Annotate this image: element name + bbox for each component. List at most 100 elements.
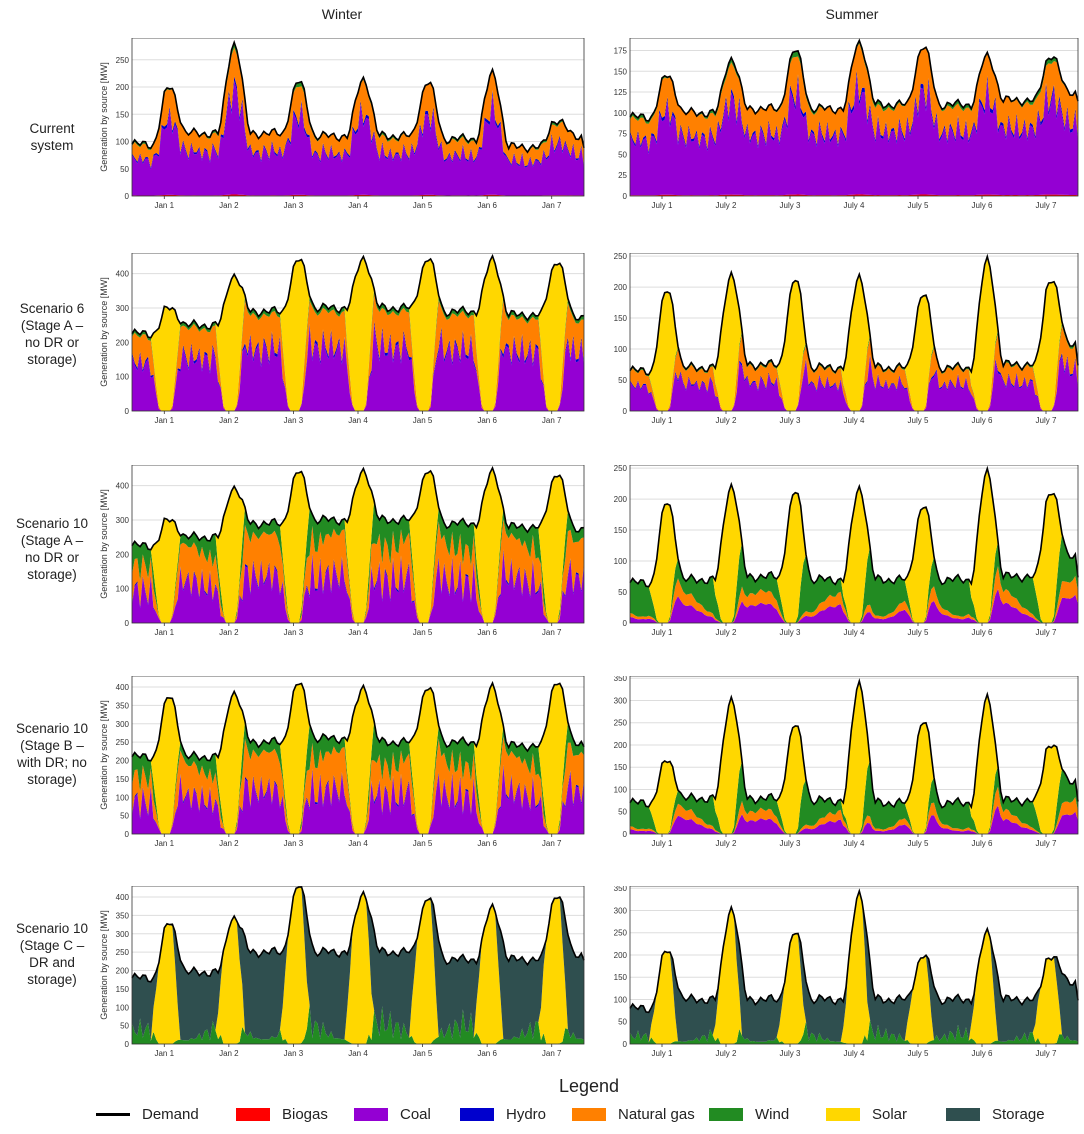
area-wind xyxy=(132,721,584,834)
legend-item-solar: Solar xyxy=(826,1102,907,1126)
x-tick-label: Jan 7 xyxy=(542,628,562,637)
y-tick-label: 100 xyxy=(614,995,628,1004)
legend-items: Demand Biogas Coal Hydro Natural gas Wind Sola… xyxy=(96,1102,1082,1126)
chart-svg: 0 50 100 150 200 250 July 1 July 2 July 3 July 4 J… xyxy=(614,465,1079,637)
y-tick-label: 300 xyxy=(614,696,628,705)
x-tick-label: July 2 xyxy=(716,839,737,848)
y-tick-label: 50 xyxy=(120,165,129,174)
legend-swatch xyxy=(460,1107,494,1121)
y-tick-label: 300 xyxy=(614,906,628,915)
x-tick-label: Jan 7 xyxy=(542,201,562,210)
y-tick-label: 50 xyxy=(120,1022,129,1031)
y-tick-label: 100 xyxy=(614,785,628,794)
legend-label: Wind xyxy=(755,1105,790,1123)
chart-summer-row-2: 0 50 100 150 200 250 July 1 July 2 July 3 July 4 J… xyxy=(592,253,1082,427)
area-coal xyxy=(630,588,1078,623)
legend-label: Storage xyxy=(992,1105,1045,1123)
area-solar xyxy=(630,468,1078,623)
row-label-line: storage) xyxy=(27,972,77,987)
x-tick-label: July 6 xyxy=(972,839,993,848)
area-solar xyxy=(630,891,1078,1044)
y-tick-label: 0 xyxy=(623,619,628,628)
y-tick-label: 150 xyxy=(116,110,130,119)
x-tick-label: July 2 xyxy=(716,1049,737,1058)
x-tick-label: July 4 xyxy=(844,839,865,848)
area-solar xyxy=(132,683,584,834)
row-label-line: (Stage A – xyxy=(20,533,84,548)
row-label-line: (Stage C – xyxy=(19,938,85,953)
legend-swatch xyxy=(354,1107,388,1121)
x-tick-label: Jan 3 xyxy=(284,628,304,637)
demand-line xyxy=(629,253,1079,376)
x-tick-label: July 2 xyxy=(716,201,737,210)
x-tick-label: July 1 xyxy=(652,201,673,210)
y-tick-label: 0 xyxy=(125,619,130,628)
legend-item-wind: Wind xyxy=(709,1102,789,1126)
x-tick-label: Jan 1 xyxy=(154,416,174,425)
x-tick-label: Jan 6 xyxy=(477,416,497,425)
chart-svg: 0 50 100 150 200 250 300 350 July 1 July 2 July 3 J… xyxy=(614,676,1079,848)
legend-swatch xyxy=(709,1107,743,1121)
y-tick-label: 0 xyxy=(125,830,130,839)
row-label-line: Scenario 6 xyxy=(19,301,85,316)
x-tick-label: Jan 7 xyxy=(542,1049,562,1058)
x-tick-label: Jan 1 xyxy=(154,628,174,637)
y-tick-label: 100 xyxy=(116,585,130,594)
demand-line xyxy=(131,253,585,339)
chart-winter-row-2: 0 100 200 300 400 Jan 1 Jan 2 Jan 3 Jan 4 Jan 5 Ja… xyxy=(98,253,588,427)
y-tick-label: 150 xyxy=(614,526,628,535)
y-tick-label: 125 xyxy=(614,88,628,97)
x-tick-label: Jan 5 xyxy=(413,839,433,848)
column-header-winter: Winter xyxy=(321,6,363,22)
x-tick-label: July 2 xyxy=(716,416,737,425)
y-axis-label: Generation by source [MW] xyxy=(99,700,109,810)
row-label-line: DR and xyxy=(29,955,75,970)
chart-svg: 0 50 100 150 200 250 July 1 July 2 July 3 July 4 J… xyxy=(614,253,1079,425)
y-tick-label: 250 xyxy=(614,465,628,473)
row-label-line: storage) xyxy=(27,352,77,367)
demand-line xyxy=(629,677,1079,810)
y-tick-label: 200 xyxy=(614,283,628,292)
area-natural-gas xyxy=(132,293,584,411)
x-tick-label: July 6 xyxy=(972,416,993,425)
row-label-line: Scenario 10 xyxy=(15,516,89,531)
y-tick-label: 50 xyxy=(120,812,129,821)
y-tick-label: 100 xyxy=(116,1003,130,1012)
y-axis-label: Generation by source [MW] xyxy=(99,277,109,387)
area-coal xyxy=(132,766,584,834)
area-coal xyxy=(630,805,1078,834)
y-tick-label: 175 xyxy=(614,46,628,55)
y-tick-label: 250 xyxy=(116,738,130,747)
x-tick-label: July 3 xyxy=(780,1049,801,1058)
x-tick-label: July 1 xyxy=(652,416,673,425)
legend-label: Coal xyxy=(400,1105,431,1123)
x-tick-label: July 6 xyxy=(972,628,993,637)
y-tick-label: 150 xyxy=(614,763,628,772)
chart-winter-row-1: 0 50 100 150 200 250 Jan 1 Jan 2 Jan 3 Jan 4 Jan 5… xyxy=(98,38,588,212)
row-label-4: Scenario 10 (Stage B – with DR; no storage) xyxy=(4,720,100,788)
chart-svg: 0 100 200 300 400 Jan 1 Jan 2 Jan 3 Jan 4 Jan 5 Ja… xyxy=(99,253,585,425)
y-tick-label: 100 xyxy=(116,373,130,382)
y-tick-label: 150 xyxy=(614,973,628,982)
chart-winter-row-3: 0 100 200 300 400 Jan 1 Jan 2 Jan 3 Jan 4 Jan 5 Ja… xyxy=(98,465,588,639)
y-tick-label: 200 xyxy=(116,757,130,766)
x-tick-label: July 5 xyxy=(908,201,929,210)
x-tick-label: July 7 xyxy=(1036,628,1057,637)
row-label-line: Current xyxy=(29,121,75,136)
x-tick-label: Jan 7 xyxy=(542,839,562,848)
y-tick-label: 300 xyxy=(116,930,130,939)
x-tick-label: July 4 xyxy=(844,416,865,425)
chart-summer-row-3: 0 50 100 150 200 250 July 1 July 2 July 3 July 4 J… xyxy=(592,465,1082,639)
y-tick-label: 100 xyxy=(116,138,130,147)
area-natural-gas xyxy=(132,519,584,623)
legend-label: Demand xyxy=(142,1105,199,1123)
area-coal xyxy=(132,551,584,623)
x-tick-label: Jan 4 xyxy=(348,839,368,848)
x-tick-label: Jan 5 xyxy=(413,201,433,210)
area-natural-gas xyxy=(630,43,1078,152)
x-tick-label: July 6 xyxy=(972,1049,993,1058)
area-natural-gas xyxy=(630,566,1078,623)
x-tick-label: July 4 xyxy=(844,1049,865,1058)
legend-label: Biogas xyxy=(282,1105,328,1123)
area-solar xyxy=(630,681,1078,834)
